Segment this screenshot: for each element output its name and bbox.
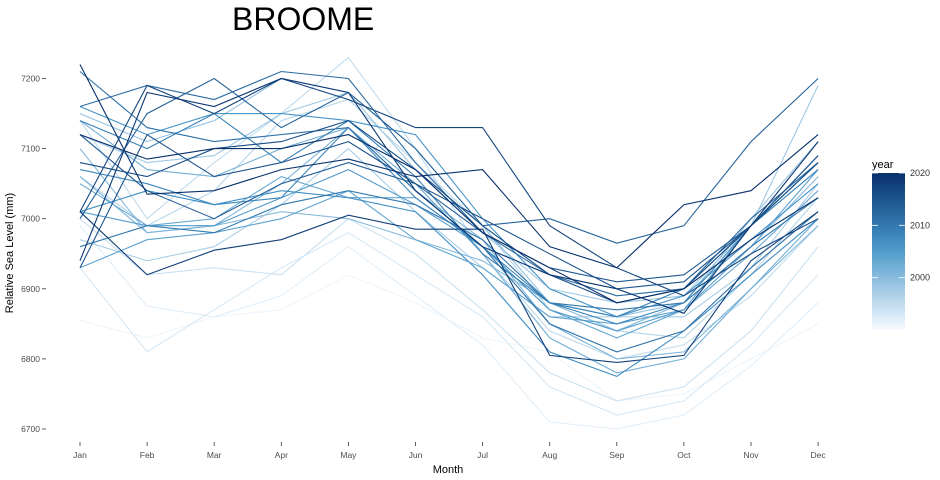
- series-line-2004: [79, 169, 819, 325]
- y-axis: 6700 6800 6900 7000 7100 7200: [21, 74, 46, 434]
- x-tick-label: Jan: [73, 450, 87, 460]
- series-lines: [79, 56, 819, 430]
- series-line-1994: [79, 218, 819, 402]
- series-line-2006: [79, 105, 819, 318]
- x-tick-label: Aug: [542, 450, 557, 460]
- series-line-1992: [79, 225, 819, 430]
- x-tick-label: Mar: [207, 450, 222, 460]
- series-line-2014: [79, 134, 819, 283]
- y-tick-label: 7200: [21, 74, 40, 84]
- y-tick-label: 6900: [21, 284, 40, 294]
- x-tick-label: Jun: [409, 450, 423, 460]
- y-tick-label: 6800: [21, 354, 40, 364]
- series-line-2017: [79, 77, 819, 297]
- series-line-2009: [79, 112, 819, 318]
- series-line-2016: [79, 119, 819, 304]
- series-line-2020: [79, 64, 819, 269]
- y-tick-label: 7000: [21, 214, 40, 224]
- series-line-2011: [79, 71, 819, 353]
- series-line-2010: [79, 190, 819, 311]
- x-tick-label: May: [340, 450, 357, 460]
- legend: year 2000 2010 2020: [872, 159, 930, 330]
- series-line-1997: [79, 147, 819, 318]
- series-line-2019: [79, 77, 819, 314]
- x-tick-label: Jul: [477, 450, 488, 460]
- series-line-2018: [79, 211, 819, 363]
- y-tick-label: 7100: [21, 144, 40, 154]
- series-line-1993: [79, 232, 819, 416]
- y-tick-label: 6700: [21, 424, 40, 434]
- x-tick-label: Dec: [811, 450, 827, 460]
- x-axis: Jan Feb Mar Apr May Jun Jul Aug Sep Oct Nov Dec: [73, 442, 826, 460]
- legend-ticks: 2000 2010 2020: [872, 168, 930, 283]
- x-tick-label: Apr: [275, 450, 288, 460]
- x-axis-label: Month: [433, 464, 464, 476]
- legend-colorbar: [872, 173, 905, 330]
- chart-title: BROOME: [232, 1, 374, 37]
- legend-title: year: [872, 159, 894, 171]
- series-line-2005: [79, 162, 819, 332]
- x-tick-label: Nov: [743, 450, 759, 460]
- legend-tick-label: 2000: [910, 273, 930, 283]
- x-tick-label: Sep: [609, 450, 624, 460]
- x-tick-label: Oct: [677, 450, 691, 460]
- series-line-2013: [79, 77, 819, 244]
- series-line-1996: [79, 98, 819, 339]
- legend-tick-label: 2010: [910, 220, 930, 230]
- y-axis-label: Relative Sea Level (mm): [4, 193, 16, 313]
- series-line-2007: [79, 190, 819, 378]
- legend-tick-label: 2020: [910, 168, 930, 178]
- x-tick-label: Feb: [140, 450, 155, 460]
- series-line-2021: [79, 134, 819, 304]
